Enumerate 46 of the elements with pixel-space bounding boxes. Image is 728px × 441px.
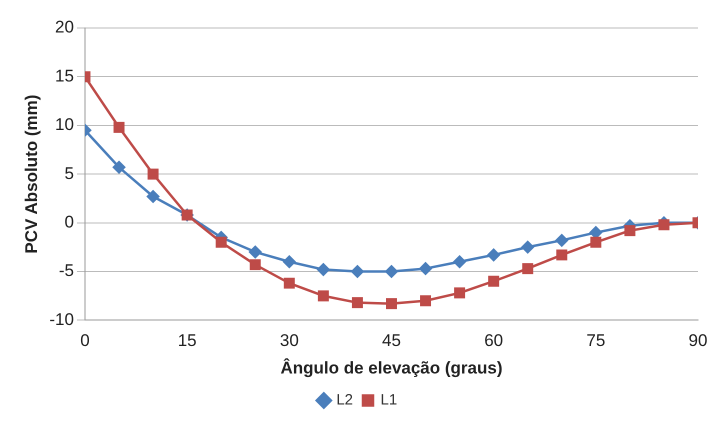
x-axis-title: Ângulo de elevação (graus)	[280, 357, 502, 378]
point	[658, 219, 670, 230]
point	[556, 234, 568, 247]
legend-label: L2	[336, 392, 354, 409]
y-tick-label: 10	[55, 115, 74, 134]
point	[351, 265, 364, 278]
x-tick-label: 0	[80, 331, 90, 350]
point	[317, 263, 330, 276]
point	[249, 246, 262, 258]
point	[148, 168, 159, 180]
x-tick-label: 60	[484, 331, 504, 350]
x-tick-label: 90	[688, 331, 708, 350]
point	[488, 276, 500, 287]
point	[250, 259, 261, 270]
point	[454, 287, 466, 298]
y-tick-label: 0	[64, 212, 74, 232]
point	[352, 297, 363, 308]
point	[283, 256, 296, 268]
point	[216, 236, 227, 248]
point	[114, 122, 125, 133]
point	[624, 225, 636, 236]
y-tick-label: 5	[64, 164, 74, 183]
y-tick-label: 15	[55, 66, 74, 86]
point	[453, 256, 466, 268]
point	[419, 262, 432, 275]
point	[284, 278, 295, 289]
point	[318, 290, 329, 302]
x-tick-label: 15	[178, 331, 197, 350]
x-tick-label: 30	[280, 331, 299, 350]
point	[487, 248, 500, 262]
y-tick-label: 20	[55, 18, 74, 37]
x-tick-label: 75	[586, 331, 606, 350]
legend-label: L1	[380, 392, 398, 409]
point	[385, 265, 398, 278]
point	[522, 263, 534, 274]
point	[420, 295, 432, 306]
y-tick-label: -5	[58, 261, 74, 280]
x-tick-label: 45	[382, 331, 401, 350]
y-tick-label: -10	[49, 310, 74, 329]
point	[146, 190, 160, 203]
point	[556, 249, 568, 260]
point	[590, 236, 602, 248]
point	[386, 298, 397, 310]
y-axis-title: PCV Absoluto (mm)	[22, 94, 41, 254]
point	[112, 161, 126, 174]
point	[521, 240, 534, 254]
